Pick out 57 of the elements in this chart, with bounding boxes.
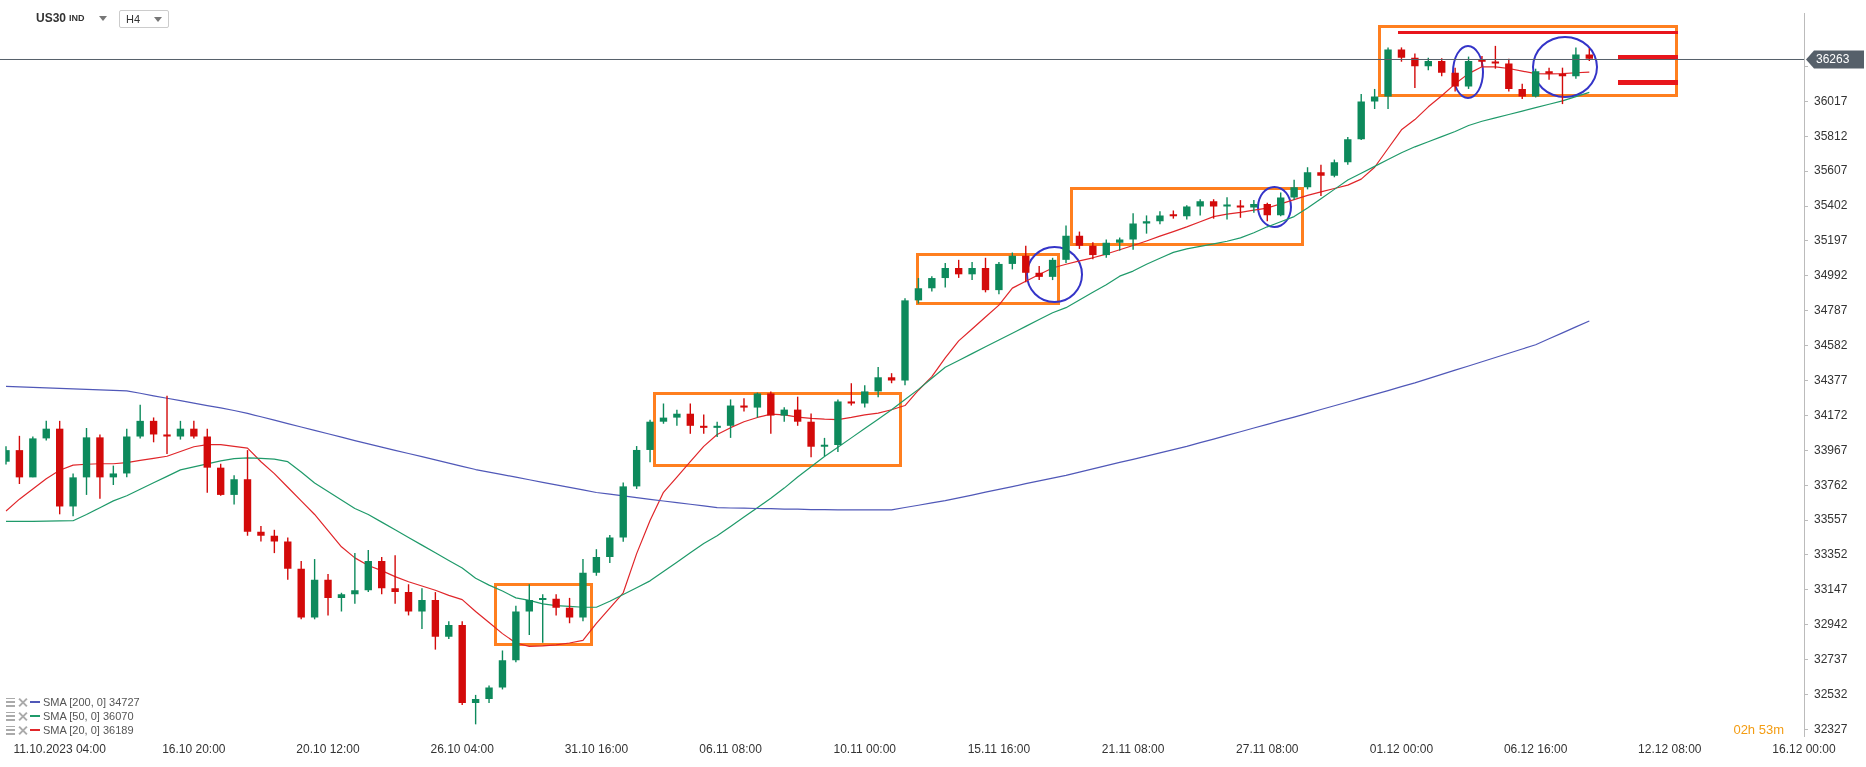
- chart-title: US30: [36, 11, 67, 25]
- y-tick-label: 34992: [1814, 268, 1848, 283]
- x-tick-label: 01.12 00:00: [1369, 742, 1434, 757]
- y-tick-label: 34787: [1814, 303, 1848, 318]
- chart-subtitle: IND: [69, 13, 85, 23]
- y-tick-label: 35607: [1814, 163, 1848, 178]
- y-tick-label: 32942: [1814, 617, 1848, 632]
- x-tick-label: 15.11 16:00: [967, 742, 1031, 757]
- y-tick-label: 32532: [1814, 686, 1848, 701]
- annotation: H4: [126, 13, 141, 25]
- x-tick-label: 20.10 12:00: [296, 742, 361, 757]
- legend-label: SMA [200, 0] 34727: [43, 696, 140, 708]
- x-tick-label: 16.12 00:00: [1772, 742, 1837, 757]
- candlestick: [1545, 67, 1553, 80]
- y-tick-label: 33147: [1814, 582, 1848, 597]
- y-tick-label: 34172: [1814, 407, 1848, 422]
- ref-line-label: 36263: [1816, 51, 1850, 66]
- x-tick-label: 26.10 04:00: [430, 742, 495, 757]
- y-tick-label: 33352: [1814, 547, 1848, 562]
- candlestick: [163, 395, 171, 455]
- x-tick-label: 12.12 08:00: [1638, 742, 1702, 757]
- candlestick: [1478, 56, 1486, 67]
- candlestick: [713, 421, 721, 438]
- x-tick-label: 27.11 08:00: [1236, 742, 1299, 757]
- candlestick: [1223, 197, 1231, 220]
- candlestick: [257, 526, 265, 542]
- candlestick: [1196, 199, 1204, 216]
- x-tick-label: 21.11 08:00: [1101, 742, 1165, 757]
- candlestick: [1250, 200, 1258, 213]
- y-tick-label: 36017: [1814, 93, 1848, 108]
- x-tick-label: 31.10 16:00: [564, 742, 629, 757]
- x-tick-label: 06.11 08:00: [699, 742, 763, 757]
- y-tick-label: 33557: [1814, 512, 1848, 527]
- y-tick-label: 32737: [1814, 651, 1848, 666]
- x-tick-label: 10.11 00:00: [833, 742, 897, 757]
- y-tick-label: 34377: [1814, 372, 1848, 387]
- y-tick-label: 35197: [1814, 233, 1848, 248]
- legend-label: SMA [20, 0] 36189: [43, 724, 134, 736]
- candlestick: [391, 555, 399, 604]
- y-tick-label: 33762: [1814, 477, 1848, 492]
- candlestick: [673, 409, 681, 426]
- candlestick: [1035, 265, 1043, 281]
- y-tick-label: 34582: [1814, 337, 1848, 352]
- candlestick: [351, 553, 359, 604]
- x-tick-label: 06.12 16:00: [1503, 742, 1568, 757]
- candlestick: [418, 588, 426, 630]
- candlestick: [968, 261, 976, 281]
- y-tick-label: 32327: [1814, 721, 1848, 736]
- x-tick-label: 11.10.2023 04:00: [13, 742, 107, 757]
- y-tick-label: 33967: [1814, 442, 1848, 457]
- candlestick: [740, 398, 748, 412]
- legend-label: SMA [50, 0] 36070: [43, 710, 134, 722]
- x-tick-label: 16.10 20:00: [162, 742, 226, 757]
- y-tick-label: 35402: [1814, 198, 1848, 213]
- annotation: 02h 53m: [1733, 722, 1784, 737]
- y-tick-label: 35812: [1814, 128, 1848, 143]
- candlestick: [1317, 164, 1325, 197]
